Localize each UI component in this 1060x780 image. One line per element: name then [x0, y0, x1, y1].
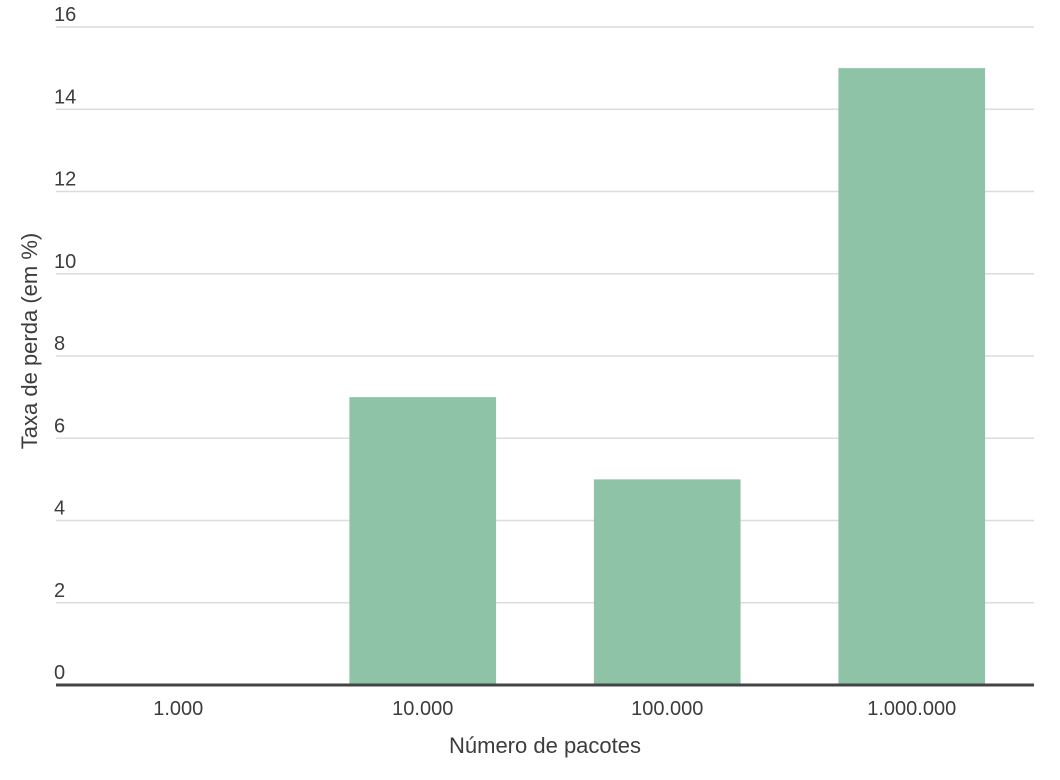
- bar: [593, 479, 741, 685]
- y-tick-label: 16: [54, 4, 76, 26]
- y-tick-label: 0: [54, 662, 65, 684]
- x-tick-label: 10.000: [392, 698, 453, 720]
- y-tick-label: 4: [54, 498, 65, 520]
- x-tick-label: 1.000.000: [867, 698, 956, 720]
- y-tick-label: 6: [54, 415, 65, 437]
- x-tick-label: 100.000: [631, 698, 703, 720]
- y-tick-label: 10: [54, 251, 76, 273]
- y-tick-label: 8: [54, 333, 65, 355]
- x-axis-title: Número de pacotes: [449, 733, 641, 758]
- bar: [838, 68, 986, 685]
- bars: [349, 68, 986, 685]
- y-axis-title: Taxa de perda (em %): [17, 233, 42, 449]
- x-axis-ticks: 1.000 10.000 100.000 1.000.000: [153, 698, 956, 720]
- y-tick-label: 2: [54, 580, 65, 602]
- bar: [349, 397, 497, 685]
- x-tick-label: 1.000: [153, 698, 203, 720]
- y-tick-label: 12: [54, 169, 76, 191]
- y-axis-ticks: 0 2 4 6 8 10 12 14 16: [54, 4, 76, 684]
- gridlines: [56, 26, 1034, 604]
- y-tick-label: 14: [54, 86, 76, 108]
